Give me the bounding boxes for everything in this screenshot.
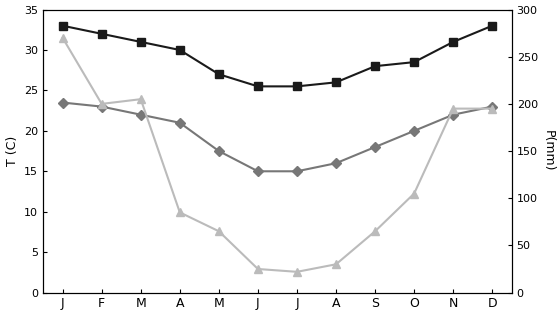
Y-axis label: P(mm): P(mm) [542, 130, 554, 172]
Y-axis label: T (C): T (C) [6, 136, 18, 166]
